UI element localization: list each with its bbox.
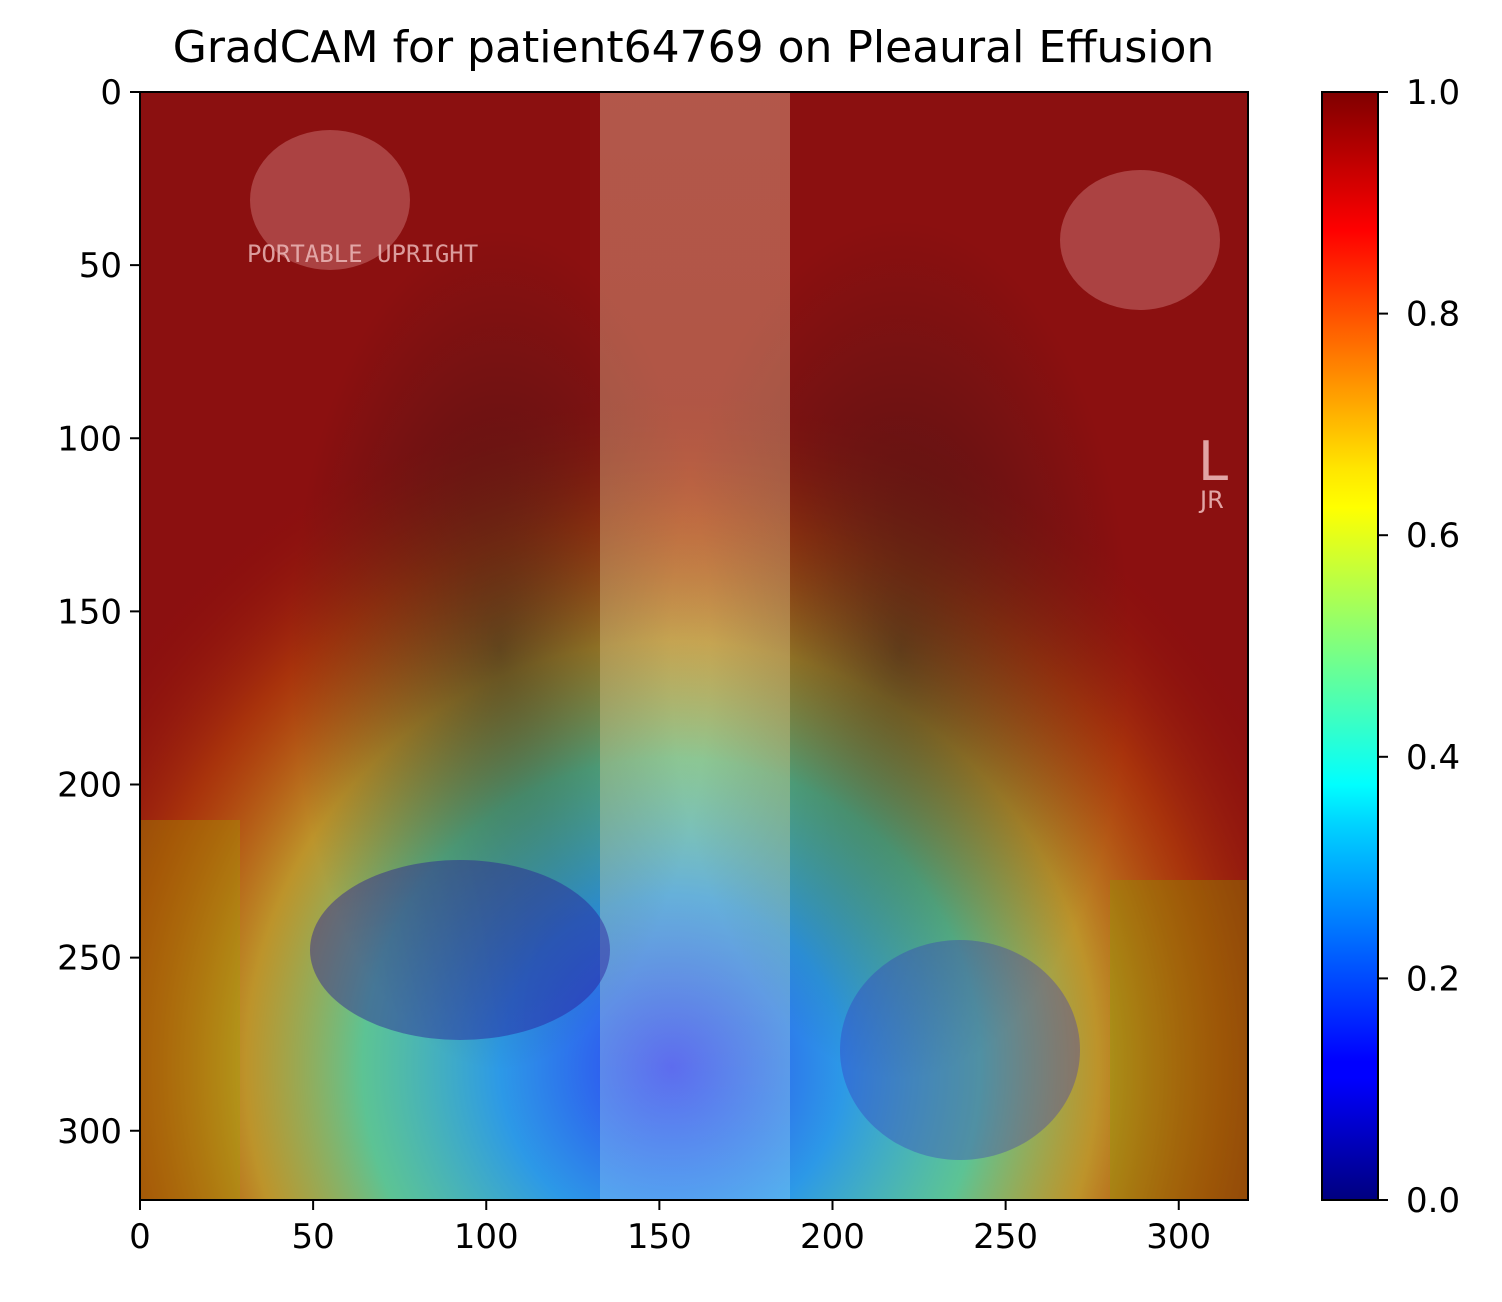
colorbar-axis: 0.0 0.2 0.4 0.6 0.8 1.0 xyxy=(1378,73,1460,1221)
colorbar-tick-label: 0.8 xyxy=(1406,295,1460,335)
y-tick-label: 0 xyxy=(100,73,122,113)
colorbar-tick-label: 0.0 xyxy=(1406,1181,1460,1221)
y-tick-label: 200 xyxy=(57,766,122,806)
colorbar-tick-label: 0.2 xyxy=(1406,959,1460,999)
x-tick-label: 200 xyxy=(800,1217,865,1257)
chart-title: GradCAM for patient64769 on Pleaural Eff… xyxy=(172,22,1215,73)
colorbar-tick-label: 0.6 xyxy=(1406,516,1460,556)
x-tick-label: 50 xyxy=(291,1217,334,1257)
x-tick-label: 300 xyxy=(1146,1217,1211,1257)
y-tick-label: 50 xyxy=(79,246,122,286)
y-tick-label: 100 xyxy=(57,419,122,459)
x-axis: 0 50 100 150 200 250 300 xyxy=(129,1200,1211,1257)
heatmap-image: PORTABLE UPRIGHT L JR xyxy=(140,92,1248,1200)
x-tick-label: 250 xyxy=(973,1217,1038,1257)
image-initials-marker: JR xyxy=(1198,486,1224,514)
x-tick-label: 150 xyxy=(627,1217,692,1257)
x-tick-label: 100 xyxy=(454,1217,519,1257)
plot-frame xyxy=(139,91,1249,1201)
y-tick-label: 300 xyxy=(57,1112,122,1152)
x-tick-label: 0 xyxy=(129,1217,151,1257)
image-marker-text: PORTABLE UPRIGHT xyxy=(247,240,478,268)
image-side-marker: L xyxy=(1198,430,1228,493)
colorbar-tick-label: 1.0 xyxy=(1406,73,1460,113)
y-axis: 0 50 100 150 200 250 300 xyxy=(57,73,140,1152)
y-tick-label: 250 xyxy=(57,939,122,979)
colorbar-tick-label: 0.4 xyxy=(1406,738,1460,778)
y-tick-label: 150 xyxy=(57,592,122,632)
colorbar xyxy=(1321,91,1379,1201)
